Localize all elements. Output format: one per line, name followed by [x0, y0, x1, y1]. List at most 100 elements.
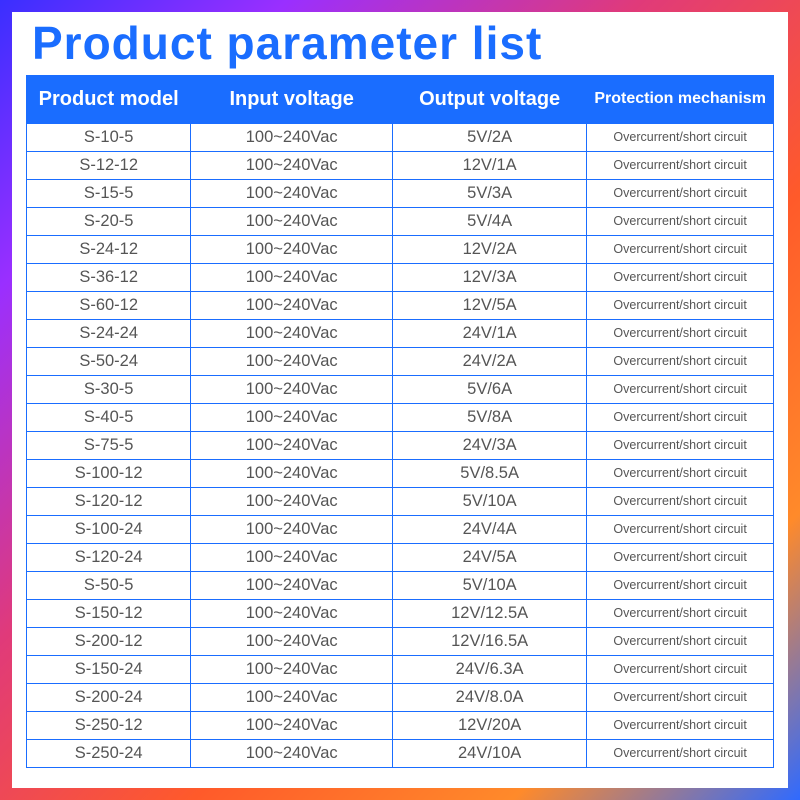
table-row: S-120-12100~240Vac5V/10AOvercurrent/shor…: [27, 487, 774, 515]
cell-model: S-150-24: [27, 655, 191, 683]
cell-protection: Overcurrent/short circuit: [587, 543, 774, 571]
cell-output: 5V/6A: [393, 375, 587, 403]
cell-model: S-10-5: [27, 123, 191, 151]
cell-input: 100~240Vac: [191, 599, 393, 627]
cell-input: 100~240Vac: [191, 739, 393, 767]
cell-protection: Overcurrent/short circuit: [587, 683, 774, 711]
cell-output: 5V/3A: [393, 179, 587, 207]
cell-protection: Overcurrent/short circuit: [587, 599, 774, 627]
cell-protection: Overcurrent/short circuit: [587, 739, 774, 767]
cell-model: S-100-12: [27, 459, 191, 487]
cell-model: S-120-24: [27, 543, 191, 571]
cell-model: S-30-5: [27, 375, 191, 403]
cell-protection: Overcurrent/short circuit: [587, 711, 774, 739]
table-row: S-12-12100~240Vac12V/1AOvercurrent/short…: [27, 151, 774, 179]
cell-model: S-24-24: [27, 319, 191, 347]
cell-protection: Overcurrent/short circuit: [587, 459, 774, 487]
cell-output: 24V/6.3A: [393, 655, 587, 683]
cell-protection: Overcurrent/short circuit: [587, 291, 774, 319]
col-header-model: Product model: [27, 75, 191, 123]
cell-protection: Overcurrent/short circuit: [587, 487, 774, 515]
card: Product parameter list Product model Inp…: [12, 12, 788, 788]
cell-model: S-75-5: [27, 431, 191, 459]
cell-model: S-250-24: [27, 739, 191, 767]
cell-model: S-120-12: [27, 487, 191, 515]
cell-protection: Overcurrent/short circuit: [587, 207, 774, 235]
table-row: S-24-12100~240Vac12V/2AOvercurrent/short…: [27, 235, 774, 263]
cell-model: S-60-12: [27, 291, 191, 319]
cell-protection: Overcurrent/short circuit: [587, 403, 774, 431]
cell-input: 100~240Vac: [191, 459, 393, 487]
cell-model: S-24-12: [27, 235, 191, 263]
table-body: S-10-5100~240Vac5V/2AOvercurrent/short c…: [27, 123, 774, 767]
table-row: S-50-24100~240Vac24V/2AOvercurrent/short…: [27, 347, 774, 375]
table-row: S-10-5100~240Vac5V/2AOvercurrent/short c…: [27, 123, 774, 151]
cell-model: S-200-12: [27, 627, 191, 655]
cell-model: S-50-24: [27, 347, 191, 375]
cell-protection: Overcurrent/short circuit: [587, 375, 774, 403]
cell-input: 100~240Vac: [191, 151, 393, 179]
table-row: S-150-24100~240Vac24V/6.3AOvercurrent/sh…: [27, 655, 774, 683]
cell-output: 5V/8.5A: [393, 459, 587, 487]
cell-protection: Overcurrent/short circuit: [587, 571, 774, 599]
table-row: S-100-24100~240Vac24V/4AOvercurrent/shor…: [27, 515, 774, 543]
page-title: Product parameter list: [26, 18, 774, 75]
table-row: S-100-12100~240Vac5V/8.5AOvercurrent/sho…: [27, 459, 774, 487]
cell-output: 5V/2A: [393, 123, 587, 151]
cell-input: 100~240Vac: [191, 515, 393, 543]
table-row: S-250-24100~240Vac24V/10AOvercurrent/sho…: [27, 739, 774, 767]
cell-input: 100~240Vac: [191, 207, 393, 235]
col-header-protection: Protection mechanism: [587, 75, 774, 123]
table-row: S-24-24100~240Vac24V/1AOvercurrent/short…: [27, 319, 774, 347]
cell-output: 24V/5A: [393, 543, 587, 571]
cell-input: 100~240Vac: [191, 123, 393, 151]
cell-input: 100~240Vac: [191, 487, 393, 515]
cell-input: 100~240Vac: [191, 263, 393, 291]
cell-model: S-20-5: [27, 207, 191, 235]
cell-input: 100~240Vac: [191, 683, 393, 711]
table-row: S-200-12100~240Vac12V/16.5AOvercurrent/s…: [27, 627, 774, 655]
table-row: S-200-24100~240Vac24V/8.0AOvercurrent/sh…: [27, 683, 774, 711]
cell-protection: Overcurrent/short circuit: [587, 431, 774, 459]
cell-output: 5V/4A: [393, 207, 587, 235]
cell-output: 12V/3A: [393, 263, 587, 291]
cell-protection: Overcurrent/short circuit: [587, 179, 774, 207]
table-row: S-75-5100~240Vac24V/3AOvercurrent/short …: [27, 431, 774, 459]
cell-protection: Overcurrent/short circuit: [587, 151, 774, 179]
cell-model: S-250-12: [27, 711, 191, 739]
cell-input: 100~240Vac: [191, 571, 393, 599]
table-row: S-60-12100~240Vac12V/5AOvercurrent/short…: [27, 291, 774, 319]
cell-input: 100~240Vac: [191, 375, 393, 403]
table-row: S-120-24100~240Vac24V/5AOvercurrent/shor…: [27, 543, 774, 571]
table-row: S-20-5100~240Vac5V/4AOvercurrent/short c…: [27, 207, 774, 235]
cell-output: 5V/8A: [393, 403, 587, 431]
cell-output: 12V/2A: [393, 235, 587, 263]
table-row: S-50-5100~240Vac5V/10AOvercurrent/short …: [27, 571, 774, 599]
gradient-frame: Product parameter list Product model Inp…: [0, 0, 800, 800]
cell-input: 100~240Vac: [191, 711, 393, 739]
cell-protection: Overcurrent/short circuit: [587, 123, 774, 151]
col-header-input: Input voltage: [191, 75, 393, 123]
cell-output: 5V/10A: [393, 487, 587, 515]
cell-output: 24V/3A: [393, 431, 587, 459]
table-row: S-30-5100~240Vac5V/6AOvercurrent/short c…: [27, 375, 774, 403]
cell-input: 100~240Vac: [191, 627, 393, 655]
cell-output: 12V/16.5A: [393, 627, 587, 655]
cell-protection: Overcurrent/short circuit: [587, 235, 774, 263]
cell-output: 24V/4A: [393, 515, 587, 543]
cell-input: 100~240Vac: [191, 179, 393, 207]
cell-output: 12V/20A: [393, 711, 587, 739]
cell-model: S-150-12: [27, 599, 191, 627]
table-row: S-250-12100~240Vac12V/20AOvercurrent/sho…: [27, 711, 774, 739]
cell-model: S-100-24: [27, 515, 191, 543]
cell-model: S-15-5: [27, 179, 191, 207]
cell-model: S-50-5: [27, 571, 191, 599]
cell-model: S-12-12: [27, 151, 191, 179]
cell-input: 100~240Vac: [191, 347, 393, 375]
cell-model: S-200-24: [27, 683, 191, 711]
cell-protection: Overcurrent/short circuit: [587, 319, 774, 347]
cell-model: S-36-12: [27, 263, 191, 291]
cell-input: 100~240Vac: [191, 319, 393, 347]
cell-protection: Overcurrent/short circuit: [587, 263, 774, 291]
cell-input: 100~240Vac: [191, 403, 393, 431]
